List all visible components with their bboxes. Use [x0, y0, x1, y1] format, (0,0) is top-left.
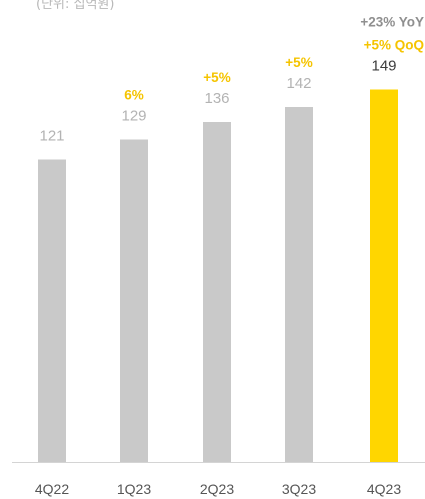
x-tick-label-4q22: 4Q22	[35, 481, 69, 497]
value-label-4q22: 121	[39, 128, 64, 145]
bar-1q23	[120, 139, 148, 462]
value-label-4q23: 149	[371, 58, 396, 75]
growth-label-3q23: +5%	[285, 55, 312, 70]
x-tick-label-2q23: 2Q23	[200, 481, 234, 497]
chart-unit-label: (단위: 십억원)	[36, 0, 115, 12]
x-tick-label-3q23: 3Q23	[282, 481, 316, 497]
yoy-growth-label: +23% YoY	[360, 15, 424, 30]
bar-4q22	[38, 159, 66, 462]
x-tick-label-1q23: 1Q23	[117, 481, 151, 497]
growth-label-2q23: +5%	[203, 70, 230, 85]
value-label-1q23: 129	[121, 108, 146, 125]
bar-3q23	[285, 107, 313, 462]
x-tick-label-4q23: 4Q23	[367, 481, 401, 497]
bar-2q23	[203, 122, 231, 462]
bar-4q23	[370, 89, 398, 462]
value-label-3q23: 142	[286, 75, 311, 92]
growth-label-4q23: +5% QoQ	[364, 38, 424, 53]
growth-label-1q23: 6%	[124, 88, 144, 103]
value-label-2q23: 136	[204, 90, 229, 107]
